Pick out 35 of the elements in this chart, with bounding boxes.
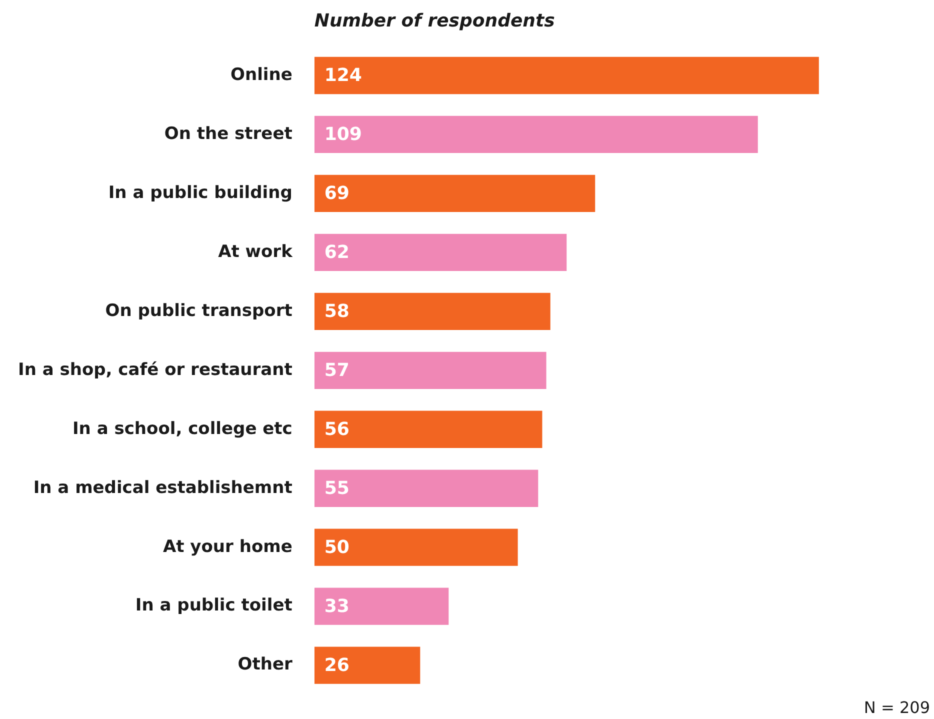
data-label: 26 — [324, 654, 350, 676]
data-label: 50 — [324, 537, 350, 558]
bar — [314, 646, 420, 684]
y-tick-label: At your home — [162, 536, 292, 557]
bar — [314, 56, 819, 94]
y-tick-label: On public transport — [105, 300, 292, 321]
data-label: 56 — [324, 419, 350, 440]
y-tick-label: Other — [238, 654, 293, 675]
y-tick-label: In a public toilet — [135, 596, 292, 616]
bar — [314, 174, 596, 212]
bar — [314, 116, 758, 154]
data-label: 124 — [324, 65, 362, 86]
y-tick-label: In a school, college etc — [72, 418, 292, 439]
y-tick-label: On the street — [164, 124, 292, 144]
data-label: 62 — [324, 242, 350, 264]
data-label: 55 — [324, 478, 350, 500]
text: N = 209 — [864, 698, 930, 718]
bar — [314, 410, 542, 448]
bar — [314, 588, 449, 625]
y-tick-label: In a medical establishemnt — [33, 478, 292, 498]
y-tick-label: At work — [218, 242, 294, 262]
bar — [314, 528, 518, 566]
y-tick-label: Online — [230, 64, 292, 85]
bar — [314, 470, 538, 507]
bar — [314, 352, 546, 389]
bar — [314, 234, 567, 272]
bar — [314, 292, 550, 330]
data-label: 57 — [324, 360, 350, 382]
data-label: 58 — [324, 301, 350, 322]
y-tick-label: In a shop, café or restaurant — [18, 360, 292, 380]
data-label: 109 — [324, 124, 362, 146]
data-label: 69 — [324, 183, 350, 204]
data-label: 33 — [324, 596, 350, 617]
chart-title: Number of respondents — [314, 10, 556, 32]
y-tick-label: In a public building — [108, 182, 292, 203]
